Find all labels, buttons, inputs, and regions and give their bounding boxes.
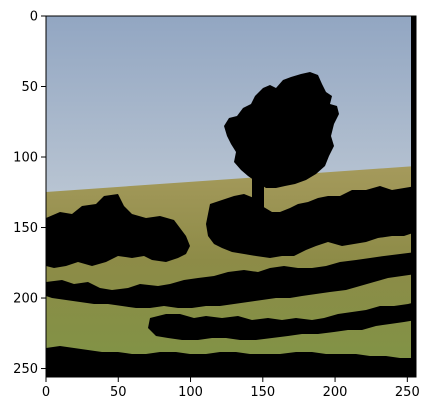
tree-canopy <box>224 72 339 188</box>
x-tick-label: 250 <box>395 385 420 400</box>
y-tick-label: 0 <box>30 10 38 25</box>
y-tick-label: 100 <box>13 151 38 166</box>
y-tick-label: 50 <box>21 80 38 95</box>
y-tick-label: 250 <box>13 362 38 377</box>
x-tick-label: 150 <box>250 385 275 400</box>
image-content <box>46 16 416 377</box>
x-axis-ticks: 0 50 100 150 200 250 <box>42 377 420 400</box>
axes-frame <box>45 15 417 378</box>
x-tick-label: 50 <box>110 385 127 400</box>
x-tick-label: 0 <box>42 385 50 400</box>
sky-region <box>46 16 416 192</box>
right-edge-stripe <box>411 16 416 377</box>
y-tick-label: 200 <box>13 292 38 307</box>
y-tick-label: 150 <box>13 221 38 236</box>
x-tick-label: 100 <box>178 385 203 400</box>
mask-blobs <box>46 186 416 377</box>
x-tick-label: 200 <box>323 385 348 400</box>
y-axis-ticks: 0 50 100 150 200 250 <box>13 10 46 377</box>
